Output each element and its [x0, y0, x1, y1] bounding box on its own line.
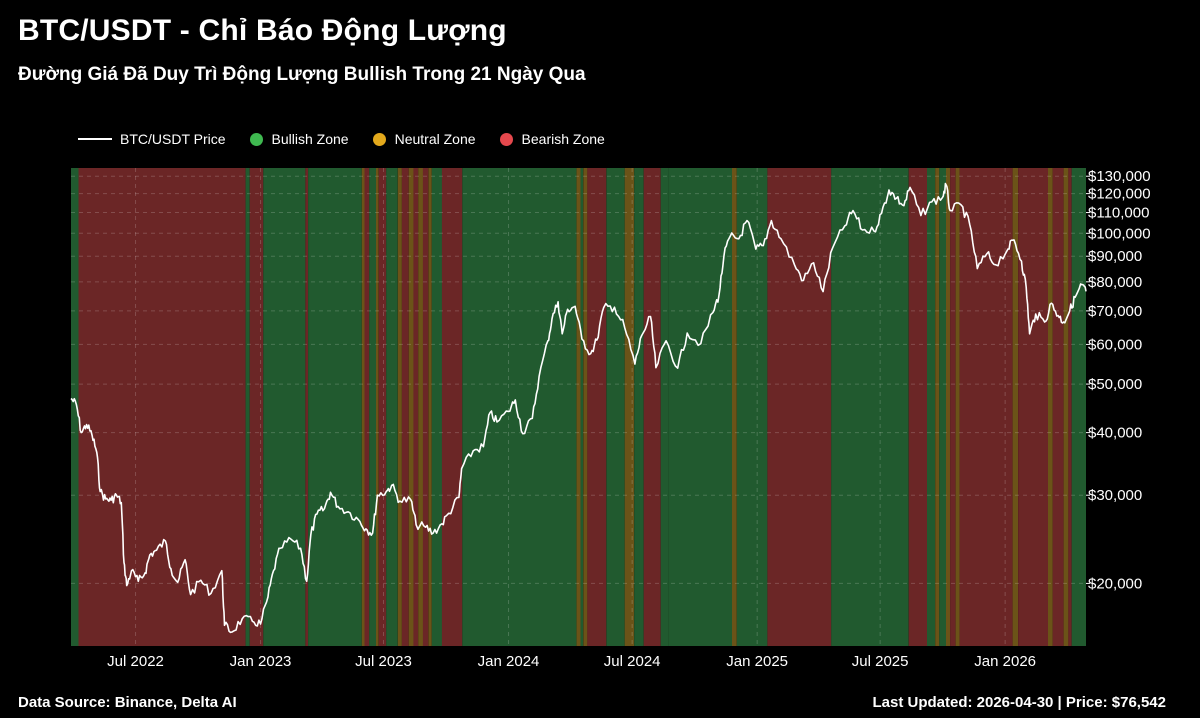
zone-band-bearish [1052, 168, 1064, 646]
y-tick-label: $30,000 [1088, 487, 1142, 504]
legend-item-neutral: Neutral Zone [372, 131, 476, 147]
zone-band-neutral [935, 168, 940, 646]
chart-subtitle: Đường Giá Đã Duy Trì Động Lượng Bullish … [18, 64, 586, 85]
y-axis-ticks: $20,000 $30,000 $40,000 $50,000 $60,000 $70,0… [1086, 168, 1151, 592]
y-tick-label: $130,000 [1088, 168, 1151, 185]
legend-line-swatch [78, 138, 112, 140]
x-tick-label: Jul 2025 [852, 653, 909, 670]
y-tick-label: $90,000 [1088, 248, 1142, 265]
zone-band-bearish [1068, 168, 1072, 646]
y-tick-label: $40,000 [1088, 425, 1142, 442]
zone-band-bullish [71, 168, 79, 646]
zone-band-bearish [422, 168, 429, 646]
zone-band-bullish [668, 168, 733, 646]
zone-band-bullish [831, 168, 909, 646]
zone-band-bearish [413, 168, 419, 646]
zone-band-bullish [1071, 168, 1086, 646]
zone-band-bearish [959, 168, 1013, 646]
zone-band-neutral [376, 168, 379, 646]
zone-band-bearish [908, 168, 927, 646]
legend-dot-bearish [499, 132, 513, 146]
zone-band-bullish [927, 168, 936, 646]
legend-item-bearish: Bearish Zone [499, 131, 605, 147]
chart-title: BTC/USDT - Chỉ Báo Động Lượng [18, 14, 507, 47]
x-tick-label: Jan 2025 [726, 653, 788, 670]
zone-band-bearish [78, 168, 246, 646]
zone-band-bullish [660, 168, 669, 646]
last-updated-note: Last Updated: 2026-04-30 | Price: $76,54… [872, 694, 1166, 711]
y-tick-label: $60,000 [1088, 336, 1142, 353]
chart-legend: BTC/USDT Price Bullish Zone Neutral Zone… [78, 131, 629, 147]
zone-band-neutral [576, 168, 581, 646]
legend-label-price: BTC/USDT Price [120, 131, 226, 147]
zone-band-neutral [624, 168, 635, 646]
zone-band-bearish [950, 168, 956, 646]
zone-band-bullish [580, 168, 584, 646]
x-tick-label: Jan 2024 [478, 653, 540, 670]
x-tick-label: Jul 2024 [604, 653, 661, 670]
zone-band-bullish [386, 168, 398, 646]
zone-band-bullish [369, 168, 376, 646]
legend-label-bullish: Bullish Zone [271, 131, 349, 147]
zone-band-bearish [441, 168, 463, 646]
legend-item-price: BTC/USDT Price [78, 131, 226, 147]
x-axis-ticks: Jul 2022 Jan 2023 Jul 2023 Jan 2024 Jul 2024… [107, 653, 1036, 670]
legend-label-bearish: Bearish Zone [521, 131, 605, 147]
zone-band-bearish [364, 168, 370, 646]
x-tick-label: Jan 2026 [974, 653, 1036, 670]
zone-bands [71, 168, 1086, 646]
zone-band-bullish [263, 168, 306, 646]
zone-band-bearish [401, 168, 409, 646]
zone-band-neutral [397, 168, 402, 646]
zone-band-neutral [946, 168, 951, 646]
zone-band-bullish [634, 168, 644, 646]
zone-band-neutral [1012, 168, 1018, 646]
y-tick-label: $50,000 [1088, 376, 1142, 393]
zone-band-neutral [418, 168, 423, 646]
x-tick-label: Jul 2023 [355, 653, 412, 670]
zone-band-bearish [305, 168, 309, 646]
y-tick-label: $100,000 [1088, 225, 1151, 242]
zone-band-bearish [587, 168, 607, 646]
zone-band-neutral [955, 168, 960, 646]
zone-band-neutral [1063, 168, 1069, 646]
zone-band-bearish [1018, 168, 1048, 646]
y-tick-label: $20,000 [1088, 575, 1142, 592]
legend-label-neutral: Neutral Zone [394, 131, 476, 147]
zone-band-bullish [245, 168, 250, 646]
y-tick-label: $80,000 [1088, 274, 1142, 291]
zone-band-neutral [361, 168, 365, 646]
zone-band-bullish [606, 168, 625, 646]
zone-band-bullish [736, 168, 768, 646]
legend-dot-neutral [372, 132, 386, 146]
legend-dot-bullish [249, 132, 263, 146]
zone-band-bearish [643, 168, 661, 646]
zone-band-neutral [732, 168, 737, 646]
zone-band-bearish [767, 168, 832, 646]
zone-band-neutral [428, 168, 432, 646]
zone-band-bearish [378, 168, 387, 646]
y-tick-label: $110,000 [1088, 205, 1149, 222]
zone-band-neutral [408, 168, 414, 646]
y-tick-label: $70,000 [1088, 303, 1142, 320]
zone-band-bullish [308, 168, 362, 646]
y-tick-label: $120,000 [1088, 186, 1151, 203]
zone-band-bullish [462, 168, 577, 646]
zone-band-neutral [1048, 168, 1053, 646]
zone-band-neutral [583, 168, 588, 646]
zone-band-bullish [431, 168, 442, 646]
price-line [70, 182, 1087, 634]
grid-lines [71, 168, 1086, 646]
x-tick-label: Jan 2023 [230, 653, 292, 670]
data-source-note: Data Source: Binance, Delta AI [18, 694, 237, 711]
x-tick-label: Jul 2022 [107, 653, 164, 670]
zone-band-bearish [249, 168, 264, 646]
zone-band-bullish [939, 168, 947, 646]
legend-item-bullish: Bullish Zone [249, 131, 349, 147]
price-chart: Jul 2022 Jan 2023 Jul 2023 Jan 2024 Jul 2024… [70, 168, 1151, 670]
